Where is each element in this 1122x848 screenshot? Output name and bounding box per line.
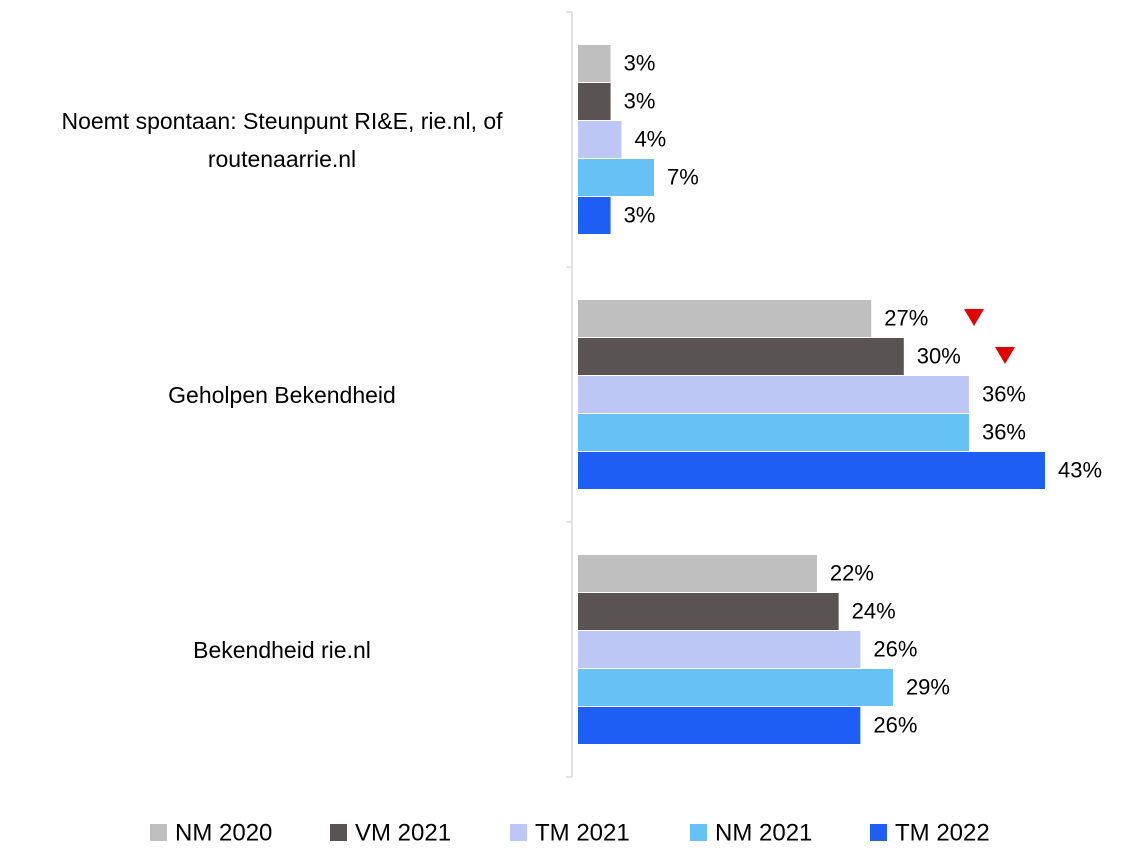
bar	[578, 197, 611, 234]
value-label: 26%	[873, 712, 917, 737]
legend-swatch	[690, 824, 707, 841]
value-label: 4%	[634, 126, 666, 151]
value-label: 26%	[873, 636, 917, 661]
legend-label: TM 2022	[895, 819, 990, 846]
bar	[578, 669, 893, 706]
bar	[578, 707, 861, 744]
value-label: 43%	[1058, 457, 1102, 482]
bar	[578, 300, 872, 337]
bar	[578, 555, 817, 592]
legend-label: NM 2021	[715, 819, 812, 846]
category-label: Geholpen Bekendheid	[168, 382, 396, 408]
value-label: 3%	[624, 202, 656, 227]
value-label: 24%	[852, 598, 896, 623]
bar	[578, 414, 969, 451]
legend-swatch	[150, 824, 167, 841]
bar	[578, 338, 904, 375]
legend-swatch	[330, 824, 347, 841]
bar	[578, 593, 839, 630]
value-label: 3%	[624, 88, 656, 113]
significance-marker	[995, 347, 1015, 364]
legend-swatch	[510, 824, 527, 841]
value-label: 22%	[830, 560, 874, 585]
value-label: 36%	[982, 419, 1026, 444]
value-label: 30%	[917, 343, 961, 368]
value-label: 3%	[624, 50, 656, 75]
category-label: Noemt spontaan: Steunpunt RI&E, rie.nl, …	[61, 108, 503, 172]
value-label: 36%	[982, 381, 1026, 406]
significance-marker	[964, 309, 984, 326]
legend-label: VM 2021	[355, 819, 451, 846]
legend-label: NM 2020	[175, 819, 272, 846]
bar	[578, 376, 969, 413]
bar	[578, 45, 611, 82]
bar	[578, 83, 611, 120]
bar	[578, 159, 655, 196]
value-label: 7%	[667, 164, 699, 189]
value-label: 29%	[906, 674, 950, 699]
bar	[578, 631, 861, 668]
legend-label: TM 2021	[535, 819, 630, 846]
category-label: Bekendheid rie.nl	[193, 637, 371, 663]
value-label: 27%	[884, 305, 928, 330]
bar	[578, 121, 622, 158]
legend-swatch	[870, 824, 887, 841]
bar	[578, 452, 1045, 489]
